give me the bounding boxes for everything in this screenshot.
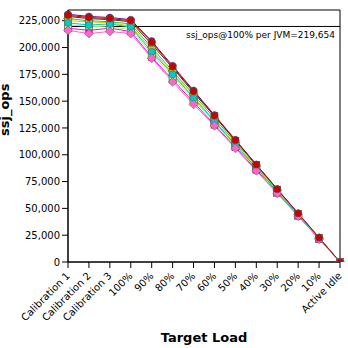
svg-text:ssj_ops@100% per JVM=219,654: ssj_ops@100% per JVM=219,654: [186, 30, 335, 40]
svg-text:30%: 30%: [258, 270, 282, 294]
svg-text:10%: 10%: [299, 270, 323, 294]
svg-text:40%: 40%: [237, 270, 261, 294]
svg-text:Target Load: Target Load: [161, 330, 248, 345]
svg-text:175,000: 175,000: [19, 69, 60, 80]
svg-text:90%: 90%: [132, 270, 156, 294]
svg-text:225,000: 225,000: [19, 15, 60, 26]
svg-text:25,000: 25,000: [25, 230, 60, 241]
svg-text:50,000: 50,000: [25, 203, 60, 214]
svg-text:80%: 80%: [153, 270, 177, 294]
svg-text:Active Idle: Active Idle: [299, 270, 344, 315]
svg-text:100,000: 100,000: [19, 149, 60, 160]
svg-text:125,000: 125,000: [19, 123, 60, 134]
svg-text:70%: 70%: [174, 270, 198, 294]
svg-text:20%: 20%: [279, 270, 303, 294]
svg-text:60%: 60%: [195, 270, 219, 294]
svg-text:100%: 100%: [107, 270, 135, 298]
svg-text:50%: 50%: [216, 270, 240, 294]
svg-text:0: 0: [54, 257, 60, 268]
svg-text:200,000: 200,000: [19, 42, 60, 53]
svg-text:75,000: 75,000: [25, 176, 60, 187]
svg-text:ssj_ops: ssj_ops: [0, 83, 13, 136]
svg-text:Calibration 3: Calibration 3: [61, 270, 114, 323]
svg-text:Calibration 2: Calibration 2: [39, 270, 93, 324]
svg-text:150,000: 150,000: [19, 96, 60, 107]
svg-text:Calibration 1: Calibration 1: [18, 270, 72, 324]
